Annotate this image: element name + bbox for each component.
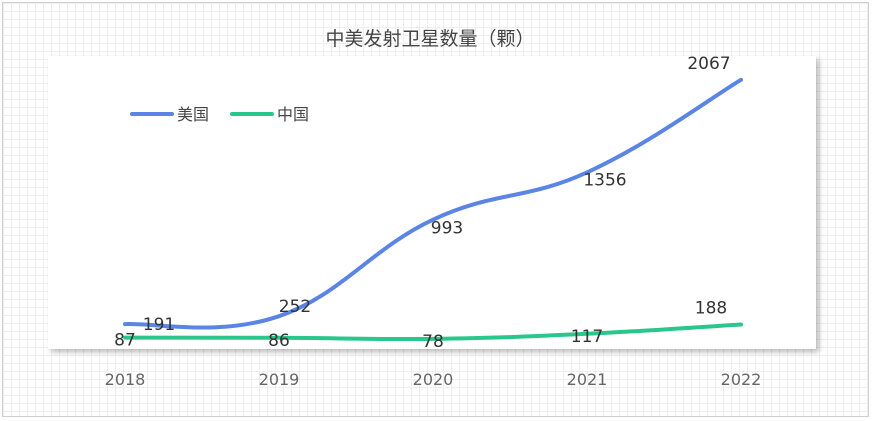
x-tick-label-2021: 2021: [567, 370, 608, 389]
data-label-1-0: 87: [114, 331, 136, 351]
x-tick-label-2018: 2018: [105, 370, 146, 389]
data-label-0-2: 993: [431, 219, 463, 239]
data-label-0-0: 191: [143, 315, 175, 335]
data-label-1-4: 188: [695, 299, 727, 319]
x-tick-label-2020: 2020: [413, 370, 454, 389]
legend-label-0: 美国: [177, 105, 209, 124]
series-line-0: [123, 77, 743, 330]
data-label-1-1: 86: [268, 331, 290, 351]
plot-area: [48, 56, 816, 349]
chart-title: 中美发射卫星数量（颗）: [325, 28, 534, 50]
legend: 美国 中国: [130, 105, 309, 124]
data-label-0-3: 1356: [583, 170, 626, 190]
legend-label-1: 中国: [277, 105, 309, 124]
data-label-1-3: 117: [571, 327, 603, 347]
x-axis-labels: 2018 2019 2020 2021 2022: [105, 370, 762, 389]
x-tick-label-2019: 2019: [259, 370, 300, 389]
series-layer: 191 252 993 1356 2067 87 86 78 117 188: [114, 54, 743, 352]
data-label-0-4: 2067: [687, 54, 730, 74]
series-line-1: [123, 322, 743, 342]
data-label-0-1: 252: [279, 297, 311, 317]
x-tick-label-2022: 2022: [721, 370, 762, 389]
data-label-1-2: 78: [422, 332, 444, 352]
